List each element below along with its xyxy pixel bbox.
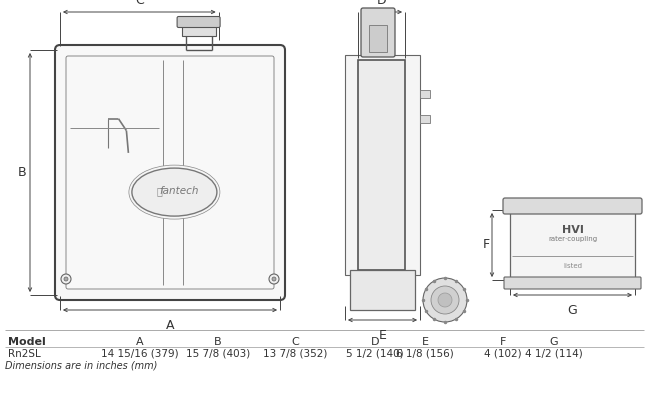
FancyBboxPatch shape <box>503 198 642 214</box>
Text: D: D <box>376 0 386 7</box>
Bar <box>420 90 430 98</box>
Text: D: D <box>371 337 379 347</box>
Text: 4 1/2 (114): 4 1/2 (114) <box>525 349 583 359</box>
Text: E: E <box>378 329 386 342</box>
Text: fantech: fantech <box>160 186 199 196</box>
Circle shape <box>423 278 467 322</box>
Text: E: E <box>421 337 428 347</box>
Text: 4 (102): 4 (102) <box>484 349 522 359</box>
Bar <box>420 115 430 123</box>
FancyBboxPatch shape <box>361 8 395 57</box>
Bar <box>350 270 415 310</box>
Bar <box>369 25 387 52</box>
Text: F: F <box>482 238 489 252</box>
Bar <box>182 22 215 36</box>
Circle shape <box>438 293 452 307</box>
Text: 5 1/2 (140): 5 1/2 (140) <box>346 349 404 359</box>
Circle shape <box>269 274 279 284</box>
Text: 13 7/8 (352): 13 7/8 (352) <box>263 349 327 359</box>
Text: Dimensions are in inches (mm): Dimensions are in inches (mm) <box>5 360 157 370</box>
Text: 15 7/8 (403): 15 7/8 (403) <box>186 349 250 359</box>
Text: B: B <box>214 337 222 347</box>
Text: C: C <box>135 0 143 7</box>
Circle shape <box>61 274 71 284</box>
Text: HVI: HVI <box>561 225 583 235</box>
Text: rater·coupling: rater·coupling <box>548 236 597 243</box>
Text: F: F <box>500 337 506 347</box>
Text: A: A <box>136 337 144 347</box>
Bar <box>358 60 405 270</box>
Text: 14 15/16 (379): 14 15/16 (379) <box>101 349 179 359</box>
Text: G: G <box>568 304 578 317</box>
Text: A: A <box>165 319 174 332</box>
Bar <box>510 210 635 280</box>
Circle shape <box>64 277 68 281</box>
Text: B: B <box>18 166 27 179</box>
Text: Rn2SL: Rn2SL <box>8 349 41 359</box>
Ellipse shape <box>132 168 217 216</box>
Text: C: C <box>291 337 299 347</box>
FancyBboxPatch shape <box>55 45 285 300</box>
Ellipse shape <box>129 165 220 219</box>
Text: G: G <box>550 337 558 347</box>
Text: listed: listed <box>563 263 582 269</box>
FancyBboxPatch shape <box>177 16 220 27</box>
Circle shape <box>431 286 459 314</box>
Bar <box>345 55 420 275</box>
Circle shape <box>272 277 276 281</box>
FancyBboxPatch shape <box>504 277 641 289</box>
Text: 6 1/8 (156): 6 1/8 (156) <box>396 349 454 359</box>
Text: Ⓕ: Ⓕ <box>156 186 162 196</box>
Text: Model: Model <box>8 337 45 347</box>
